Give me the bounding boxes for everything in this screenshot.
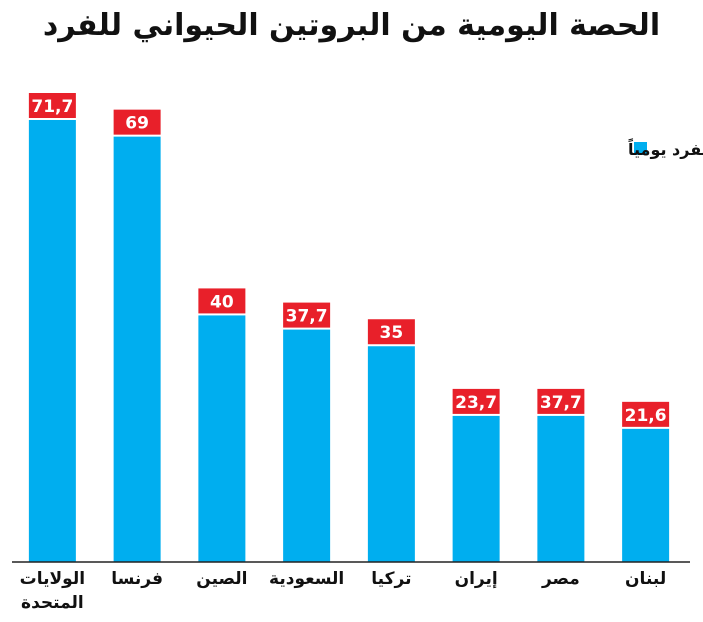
value-label: 40	[210, 292, 234, 312]
value-label: 71,7	[31, 97, 73, 117]
category-label: مصر	[541, 569, 580, 589]
bar	[28, 120, 76, 562]
category-label: فرنسا	[111, 569, 163, 589]
bar	[452, 415, 500, 562]
value-label-bg	[367, 319, 415, 345]
legend-swatch	[634, 142, 647, 155]
bar	[367, 346, 415, 562]
category-label: لبنان	[625, 569, 666, 589]
category-label: تركيا	[371, 569, 411, 589]
category-label: الولايات المتحدة	[20, 569, 85, 613]
value-label: 35	[380, 323, 404, 343]
category-label: السعودية	[269, 569, 344, 589]
bar	[113, 136, 161, 562]
value-label-bg	[28, 93, 76, 118]
value-label-bg	[537, 388, 585, 414]
value-label: 69	[125, 114, 149, 134]
value-label: 23,7	[455, 393, 497, 413]
value-labels-group: 71,7 69 40 37,7 35 23,7 37,7 21,6	[28, 93, 670, 427]
bar	[198, 315, 246, 562]
bar	[283, 329, 331, 562]
category-label: الصين	[196, 569, 247, 589]
legend: غرام للفرد يومياً	[628, 137, 703, 159]
value-label: 37,7	[540, 393, 582, 413]
value-label-bg	[113, 109, 161, 135]
value-label-bg	[283, 302, 331, 328]
value-label-bg	[622, 401, 670, 427]
chart-title: الحصة اليومية من البروتين الحيواني للفرد	[42, 8, 661, 43]
category-label: إيران	[455, 569, 498, 589]
bar	[622, 428, 670, 562]
value-label-bg	[452, 388, 500, 414]
value-label-bg	[198, 288, 246, 314]
legend-label: غرام للفرد يومياً	[628, 137, 703, 159]
category-labels-group: الولايات المتحدة فرنسا الصين السعودية تركيا إي…	[20, 569, 667, 613]
value-label: 37,7	[286, 307, 328, 327]
value-label: 21,6	[625, 406, 667, 426]
bar	[537, 415, 585, 562]
bars-group	[28, 120, 670, 562]
